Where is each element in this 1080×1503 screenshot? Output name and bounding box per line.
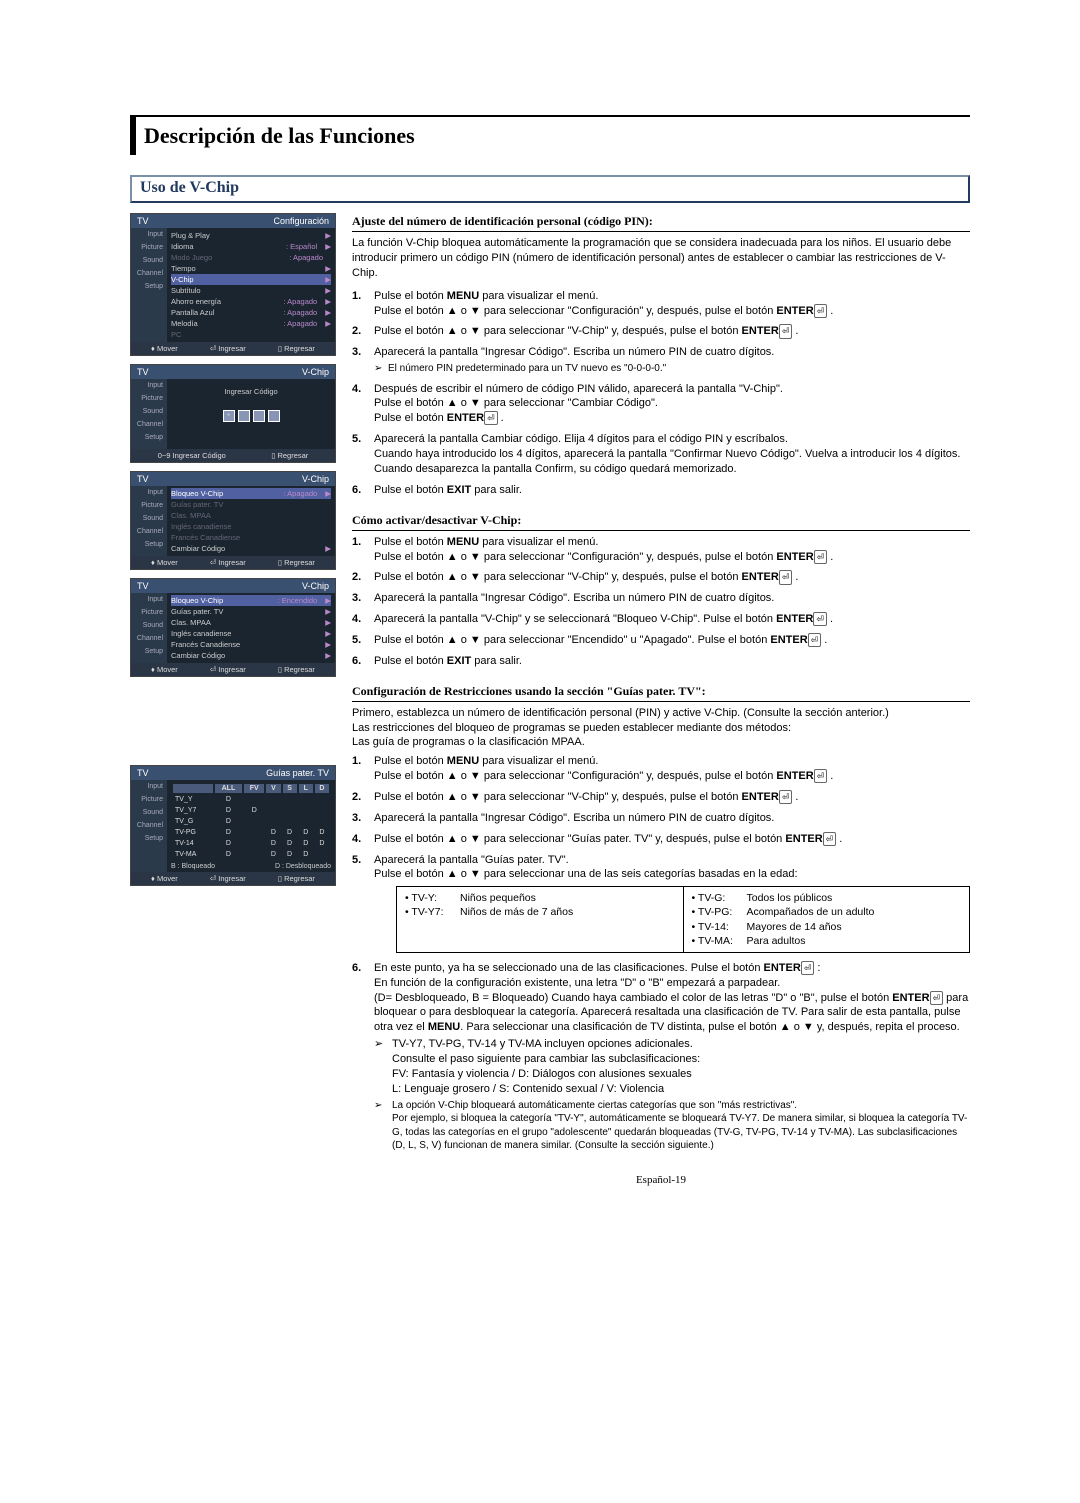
age-categories-box: • TV-Y:Niños pequeños• TV-Y7:Niños de má…: [396, 886, 970, 953]
steps-activate: Pulse el botón MENU para visualizar el m…: [352, 535, 970, 669]
steps-guias: Pulse el botón MENU para visualizar el m…: [352, 754, 970, 1152]
intro-guias: Primero, establezca un número de identif…: [352, 706, 970, 751]
subheading-activate: Cómo activar/desactivar V-Chip:: [352, 512, 970, 531]
tv-menu: TVV-Chip InputPictureSoundChannelSetup B…: [130, 578, 336, 677]
tv-menu-ratings: TVGuías pater. TV InputPictureSoundChann…: [130, 765, 336, 886]
tv-menu-pin: TVV-Chip InputPictureSoundChannelSetup I…: [130, 364, 336, 463]
main-title: Descripción de las Funciones: [130, 115, 970, 155]
steps-pin: Pulse el botón MENU para visualizar el m…: [352, 289, 970, 498]
page-number: Español-19: [352, 1173, 970, 1188]
intro-pin: La función V-Chip bloquea automáticament…: [352, 236, 970, 281]
tv-menu: TVV-Chip InputPictureSoundChannelSetup B…: [130, 471, 336, 570]
tv-screenshots-column: TVConfiguración InputPictureSoundChannel…: [130, 213, 336, 886]
instructions-column: Ajuste del número de identificación pers…: [352, 213, 970, 1187]
section-title: Uso de V-Chip: [130, 175, 970, 203]
subheading-pin: Ajuste del número de identificación pers…: [352, 213, 970, 232]
tv-menu: TVConfiguración InputPictureSoundChannel…: [130, 213, 336, 356]
subheading-guias: Configuración de Restricciones usando la…: [352, 683, 970, 702]
